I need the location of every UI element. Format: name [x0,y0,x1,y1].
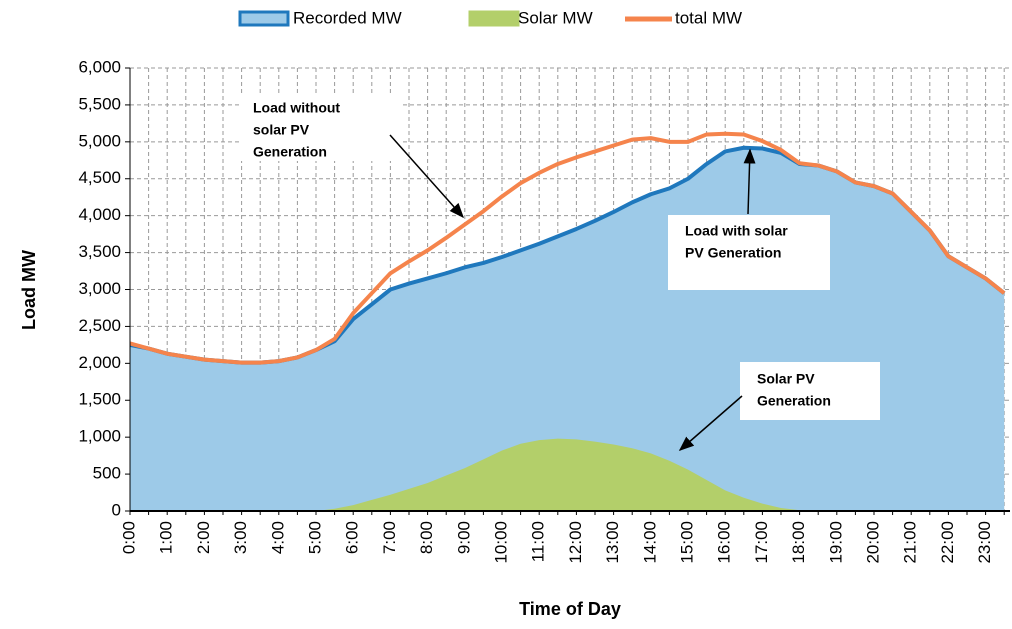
x-tick-label: 16:00 [715,521,734,564]
annotation-text: Solar PV [757,371,815,387]
y-tick-label: 4,000 [78,205,121,224]
x-tick-label: 2:00 [194,521,213,554]
x-tick-label: 4:00 [268,521,287,554]
x-tick-label: 13:00 [603,521,622,564]
x-tick-label: 6:00 [343,521,362,554]
arrow [743,148,756,215]
x-tick-label: 17:00 [752,521,771,564]
y-tick-label: 5,000 [78,131,121,150]
legend-label: total MW [675,8,742,27]
y-tick-label: 5,500 [78,94,121,113]
annotation-text: Generation [253,144,327,160]
x-tick-label: 12:00 [566,521,585,564]
annotation-text: Load with solar [685,223,788,239]
legend-label: Recorded MW [293,8,402,27]
annotation-text: PV Generation [685,245,781,261]
x-tick-label: 15:00 [677,521,696,564]
y-tick-label: 4,500 [78,168,121,187]
y-tick-label: 2,000 [78,353,121,372]
x-tick-label: 8:00 [417,521,436,554]
y-tick-label: 3,000 [78,279,121,298]
y-tick-label: 1,000 [78,427,121,446]
x-tick-label: 7:00 [380,521,399,554]
x-tick-label: 20:00 [863,521,882,564]
y-tick-label: 500 [93,464,121,483]
x-tick-label: 11:00 [529,521,548,562]
x-tick-label: 22:00 [938,521,957,564]
x-tick-label: 3:00 [231,521,250,554]
arrow [389,134,464,219]
series-line [129,131,1006,365]
y-tick-label: 3,500 [78,242,121,261]
legend-label: Solar MW [518,8,593,27]
annotation-text: Load without [253,100,340,116]
x-tick-label: 10:00 [491,521,510,564]
y-axis-title: Load MW [19,250,39,330]
x-tick-label: 5:00 [305,521,324,554]
annotations [389,134,756,451]
legend-swatch [238,10,290,27]
x-axis-title: Time of Day [519,599,621,619]
annotation-box [240,95,400,161]
x-tick-label: 23:00 [975,521,994,564]
x-tick-label: 0:00 [119,521,138,554]
y-tick-label: 0 [112,500,121,519]
x-tick-label: 19:00 [826,521,845,564]
y-tick-label: 1,500 [78,390,121,409]
x-tick-label: 14:00 [640,521,659,564]
annotation-text: solar PV [253,122,310,138]
area [130,438,1005,511]
x-tick-label: 21:00 [901,521,920,564]
y-tick-label: 6,000 [78,57,121,76]
annotation-box [740,362,880,420]
annotation-box [668,215,830,290]
annotation-text: Generation [757,393,831,409]
x-tick-label: 9:00 [454,521,473,554]
arrow [678,395,743,451]
y-tick-label: 2,500 [78,316,121,335]
x-tick-label: 18:00 [789,521,808,564]
x-tick-label: 1:00 [157,521,176,554]
legend-swatch [468,10,520,27]
